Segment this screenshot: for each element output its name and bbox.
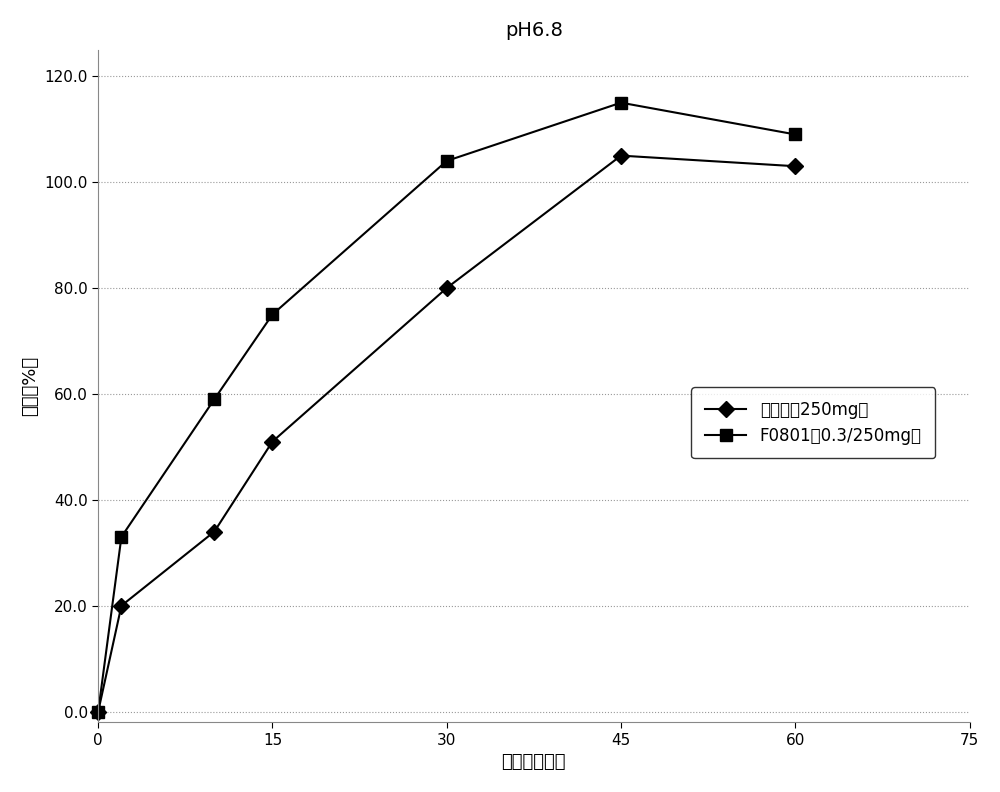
格华止（250mg）: [441, 284, 453, 293]
F0801（0.3/250mg）: [266, 310, 278, 319]
格华止（250mg）: [615, 150, 627, 160]
F0801（0.3/250mg）: [115, 532, 127, 542]
F0801（0.3/250mg）: [208, 394, 220, 404]
Line: 格华止（250mg）: 格华止（250mg）: [93, 150, 801, 718]
F0801（0.3/250mg）: [92, 706, 104, 716]
格华止（250mg）: [208, 527, 220, 536]
Line: F0801（0.3/250mg）: F0801（0.3/250mg）: [93, 97, 801, 718]
F0801（0.3/250mg）: [615, 98, 627, 108]
格华止（250mg）: [115, 601, 127, 611]
Title: pH6.8: pH6.8: [505, 21, 563, 40]
F0801（0.3/250mg）: [789, 130, 801, 139]
格华止（250mg）: [789, 162, 801, 171]
格华止（250mg）: [92, 706, 104, 716]
X-axis label: 时间（分钟）: 时间（分钟）: [502, 753, 566, 771]
格华止（250mg）: [266, 437, 278, 447]
F0801（0.3/250mg）: [441, 156, 453, 166]
Legend: 格华止（250mg）, F0801（0.3/250mg）: 格华止（250mg）, F0801（0.3/250mg）: [691, 387, 935, 459]
Y-axis label: 溢解（%）: 溢解（%）: [21, 356, 39, 416]
